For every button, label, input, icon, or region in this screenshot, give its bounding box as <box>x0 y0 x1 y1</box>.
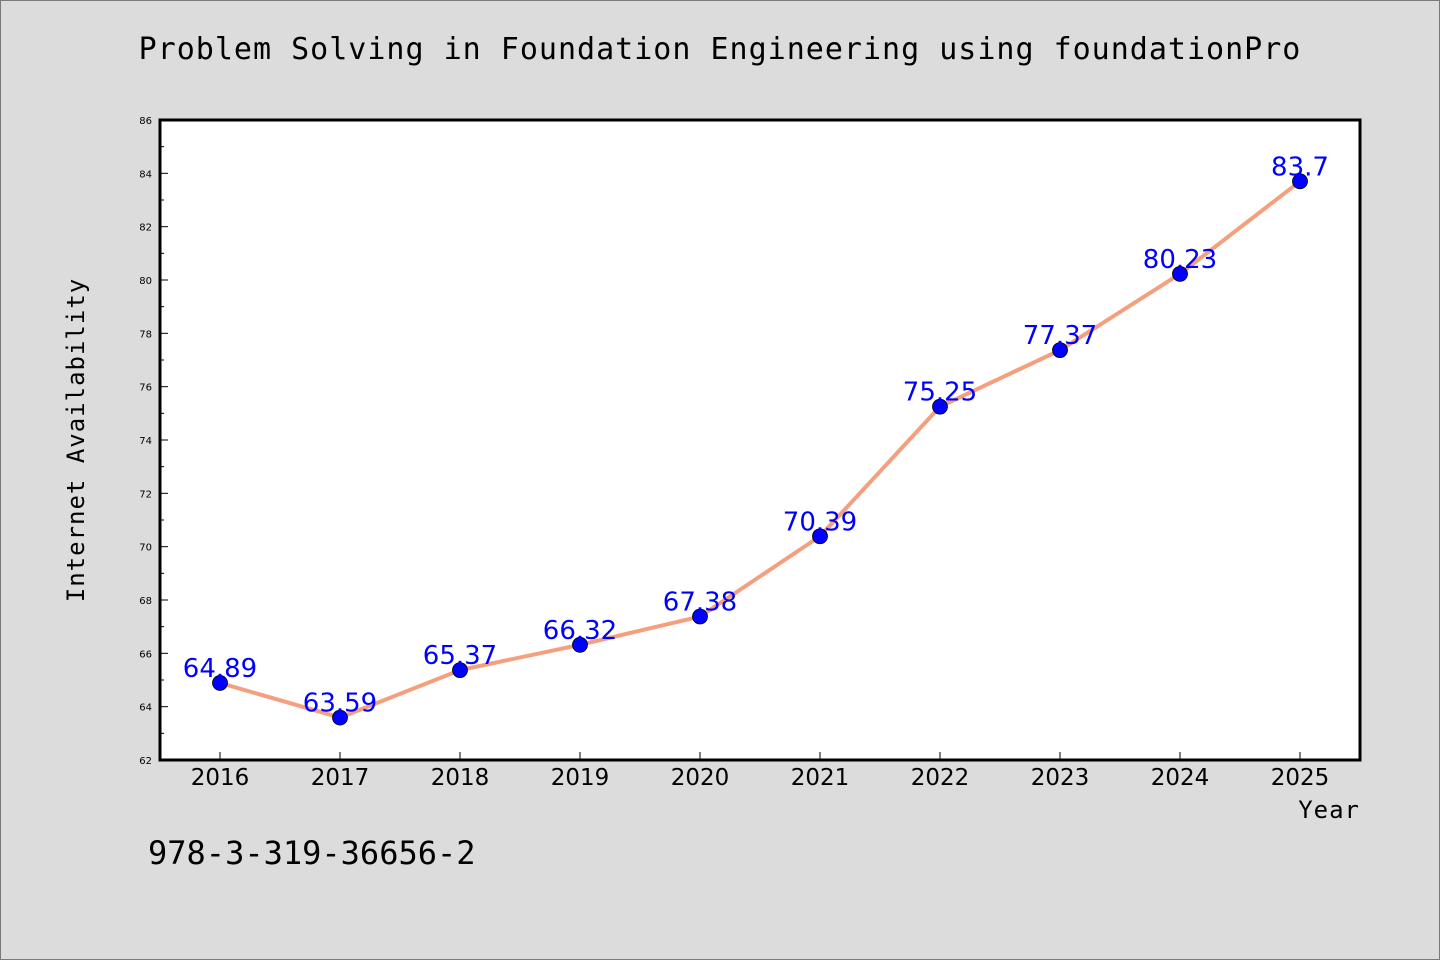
data-point <box>212 675 228 691</box>
plot-area <box>160 120 1360 760</box>
y-tick-label: 76 <box>139 383 152 394</box>
x-tick-label: 2023 <box>1031 765 1090 791</box>
plot-border <box>158 118 1362 762</box>
y-axis-title: Internet Availability <box>62 278 90 602</box>
x-tick-label: 2021 <box>791 765 850 791</box>
x-tick-label: 2017 <box>311 765 370 791</box>
data-label: 67.38 <box>663 588 737 618</box>
isbn-label: 978-3-319-36656-2 <box>148 834 476 872</box>
data-label: 80.23 <box>1143 245 1217 275</box>
x-tick-label: 2022 <box>911 765 970 791</box>
y-tick-label: 62 <box>139 756 152 767</box>
x-tick-label: 2019 <box>551 765 610 791</box>
data-point <box>1292 173 1308 190</box>
data-label: 83.7 <box>1271 152 1329 182</box>
data-point <box>692 608 708 625</box>
y-tick-label: 84 <box>139 169 152 180</box>
data-point <box>932 398 948 415</box>
data-point <box>572 636 588 653</box>
data-label: 70.39 <box>783 507 857 537</box>
y-tick-label: 72 <box>139 489 152 500</box>
data-label: 75.25 <box>903 378 977 408</box>
x-tick-label: 2024 <box>1151 765 1210 791</box>
data-label: 64.89 <box>183 654 257 684</box>
data-label: 66.32 <box>543 616 617 646</box>
y-tick-label: 66 <box>139 649 152 660</box>
x-axis-title: Year <box>1298 796 1360 824</box>
y-tick-label: 80 <box>139 276 152 287</box>
data-point <box>332 709 348 726</box>
data-label: 63.59 <box>303 689 377 719</box>
x-tick-label: 2018 <box>431 765 490 791</box>
data-point <box>1052 342 1068 359</box>
y-tick-label: 70 <box>139 543 152 554</box>
series-line <box>218 179 1302 720</box>
y-tick-label: 64 <box>139 703 152 714</box>
data-point <box>452 662 468 679</box>
x-tick-label: 2025 <box>1271 765 1330 791</box>
x-tick-label: 2016 <box>191 765 250 791</box>
data-label: 65.37 <box>423 641 497 671</box>
y-tick-label: 78 <box>139 329 152 340</box>
chart-title: Problem Solving in Foundation Engineerin… <box>138 32 1302 67</box>
y-tick-label: 86 <box>139 116 152 127</box>
data-label: 77.37 <box>1023 321 1097 351</box>
y-tick-label: 74 <box>139 436 152 447</box>
data-point <box>812 528 828 545</box>
data-point <box>1172 265 1188 282</box>
x-tick-label: 2020 <box>671 765 730 791</box>
y-tick-label: 68 <box>139 596 152 607</box>
y-tick-label: 82 <box>139 223 152 234</box>
